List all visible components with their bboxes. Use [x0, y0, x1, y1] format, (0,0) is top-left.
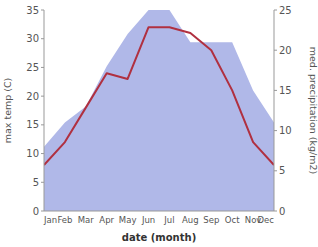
- x-tick-label: Mar: [78, 215, 95, 225]
- y2-tick-label: 25: [279, 5, 292, 16]
- y-tick: [41, 96, 44, 97]
- y2-tick-label: 20: [279, 45, 292, 56]
- y-axis-line: [44, 10, 45, 211]
- x-tick-label: Jul: [163, 215, 174, 225]
- y2-tick: [274, 10, 277, 11]
- chart-container: 0 5 10 15 20 25 30 35 0 5 10 15 20 25 JanFeb Mar Apr May J…: [0, 0, 318, 247]
- x-tick-label: Oct: [225, 215, 240, 225]
- y2-axis-label: med. precipitation (kg/m2): [308, 47, 318, 174]
- y2-tick-label: 15: [279, 85, 292, 96]
- y-tick-label: 30: [26, 33, 39, 44]
- chart: 0 5 10 15 20 25 30 35 0 5 10 15 20 25 JanFeb Mar Apr May J…: [0, 0, 318, 247]
- y2-tick: [274, 90, 277, 91]
- y-tick-label: 35: [26, 5, 39, 16]
- axes: 0 5 10 15 20 25 30 35 0 5 10 15 20 25 JanFeb Mar Apr May J…: [26, 5, 291, 226]
- y2-tick-label: 0: [279, 206, 285, 217]
- y-tick-label: 20: [26, 91, 39, 102]
- x-axis-label: date (month): [122, 232, 196, 243]
- y-tick: [41, 211, 44, 212]
- y-tick-label: 0: [33, 206, 39, 217]
- temperature-line: [44, 27, 274, 165]
- x-tick-label: Sep: [203, 215, 219, 225]
- y-tick-label: 10: [26, 148, 39, 159]
- plot-area: [44, 10, 274, 211]
- x-tick-label: Apr: [99, 215, 114, 225]
- x-tick-label: Dec: [258, 215, 275, 225]
- y-tick-label: 15: [26, 119, 39, 130]
- y-tick: [41, 10, 44, 11]
- y-tick: [41, 182, 44, 183]
- x-tick-label: Jun: [141, 215, 155, 225]
- x-tick-label: May: [119, 215, 137, 225]
- x-tick-label: Jan: [43, 215, 57, 225]
- y2-tick: [274, 130, 277, 131]
- x-axis-line: [44, 211, 274, 212]
- y2-tick: [274, 50, 277, 51]
- y-axis-label: max temp (C): [2, 78, 13, 144]
- x-tick-label: Feb: [57, 215, 72, 225]
- y-tick-label: 25: [26, 62, 39, 73]
- y-tick: [41, 124, 44, 125]
- y-tick-label: 5: [33, 177, 39, 188]
- y2-tick: [274, 170, 277, 171]
- precipitation-area: [44, 10, 274, 211]
- y-tick: [41, 153, 44, 154]
- x-tick-label: Aug: [182, 215, 199, 225]
- y-tick: [41, 38, 44, 39]
- y2-tick: [274, 211, 277, 212]
- y2-tick-label: 10: [279, 125, 292, 136]
- y2-tick-label: 5: [279, 165, 285, 176]
- y-tick: [41, 67, 44, 68]
- y2-axis-line: [274, 10, 275, 211]
